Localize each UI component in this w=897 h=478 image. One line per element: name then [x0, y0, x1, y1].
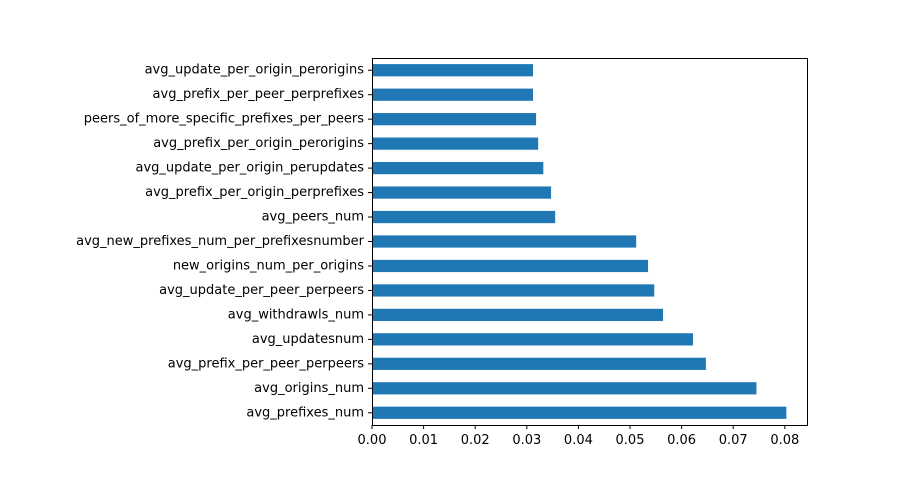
bar [372, 64, 533, 77]
y-tick-label: avg_update_per_origin_perupdates [136, 161, 365, 176]
bar [372, 161, 544, 175]
x-tick-label: 0.02 [461, 433, 490, 448]
y-tick-label: avg_update_per_origin_perorigins [145, 63, 365, 78]
y-tick-label: new_origins_num_per_origins [173, 258, 364, 273]
y-tick-label: avg_prefix_per_peer_perpeers [168, 356, 364, 371]
bar [372, 210, 556, 224]
bar [372, 137, 539, 150]
x-tick-label: 0.01 [409, 433, 438, 448]
y-tick-label: avg_prefix_per_origin_perprefixes [145, 185, 364, 200]
y-tick-label: avg_updatesnum [252, 332, 364, 347]
y-tick-label: avg_prefix_per_peer_perprefixes [153, 87, 365, 102]
bar [372, 308, 664, 322]
x-axis-ticks: 0.00 0.01 0.02 0.03 0.04 0.05 0.06 0.07 0.08 [358, 425, 799, 448]
x-tick-label: 0.06 [667, 433, 696, 448]
y-tick-label: avg_new_prefixes_num_per_prefixesnumber [76, 234, 365, 249]
bar [372, 235, 637, 248]
y-tick-label: avg_prefix_per_origin_perorigins [153, 136, 364, 151]
y-tick-label: avg_prefixes_num [246, 405, 364, 420]
x-tick-label: 0.04 [564, 433, 593, 448]
bar [372, 284, 655, 297]
bar [372, 357, 706, 370]
y-tick-label: avg_peers_num [262, 210, 364, 225]
y-tick-label: avg_origins_num [254, 381, 364, 396]
y-axis-ticks: avg_prefixes_num avg_origins_num avg_prefi… [76, 63, 372, 420]
x-tick-label: 0.05 [616, 433, 645, 448]
y-tick-label: peers_of_more_specific_prefixes_per_peer… [84, 112, 364, 127]
y-tick-label: avg_update_per_peer_perpeers [159, 283, 364, 298]
bar [372, 113, 537, 126]
y-tick-label: avg_withdrawls_num [228, 307, 364, 322]
x-tick-label: 0.08 [770, 433, 799, 448]
bars-group [372, 64, 787, 419]
bar [372, 382, 757, 395]
x-tick-label: 0.00 [358, 433, 387, 448]
bar [372, 259, 649, 273]
bar [372, 333, 693, 346]
plot-frame [372, 58, 808, 426]
bar [372, 186, 552, 199]
x-tick-label: 0.03 [512, 433, 541, 448]
bar [372, 406, 787, 419]
bar [372, 88, 533, 101]
x-tick-label: 0.07 [719, 433, 748, 448]
